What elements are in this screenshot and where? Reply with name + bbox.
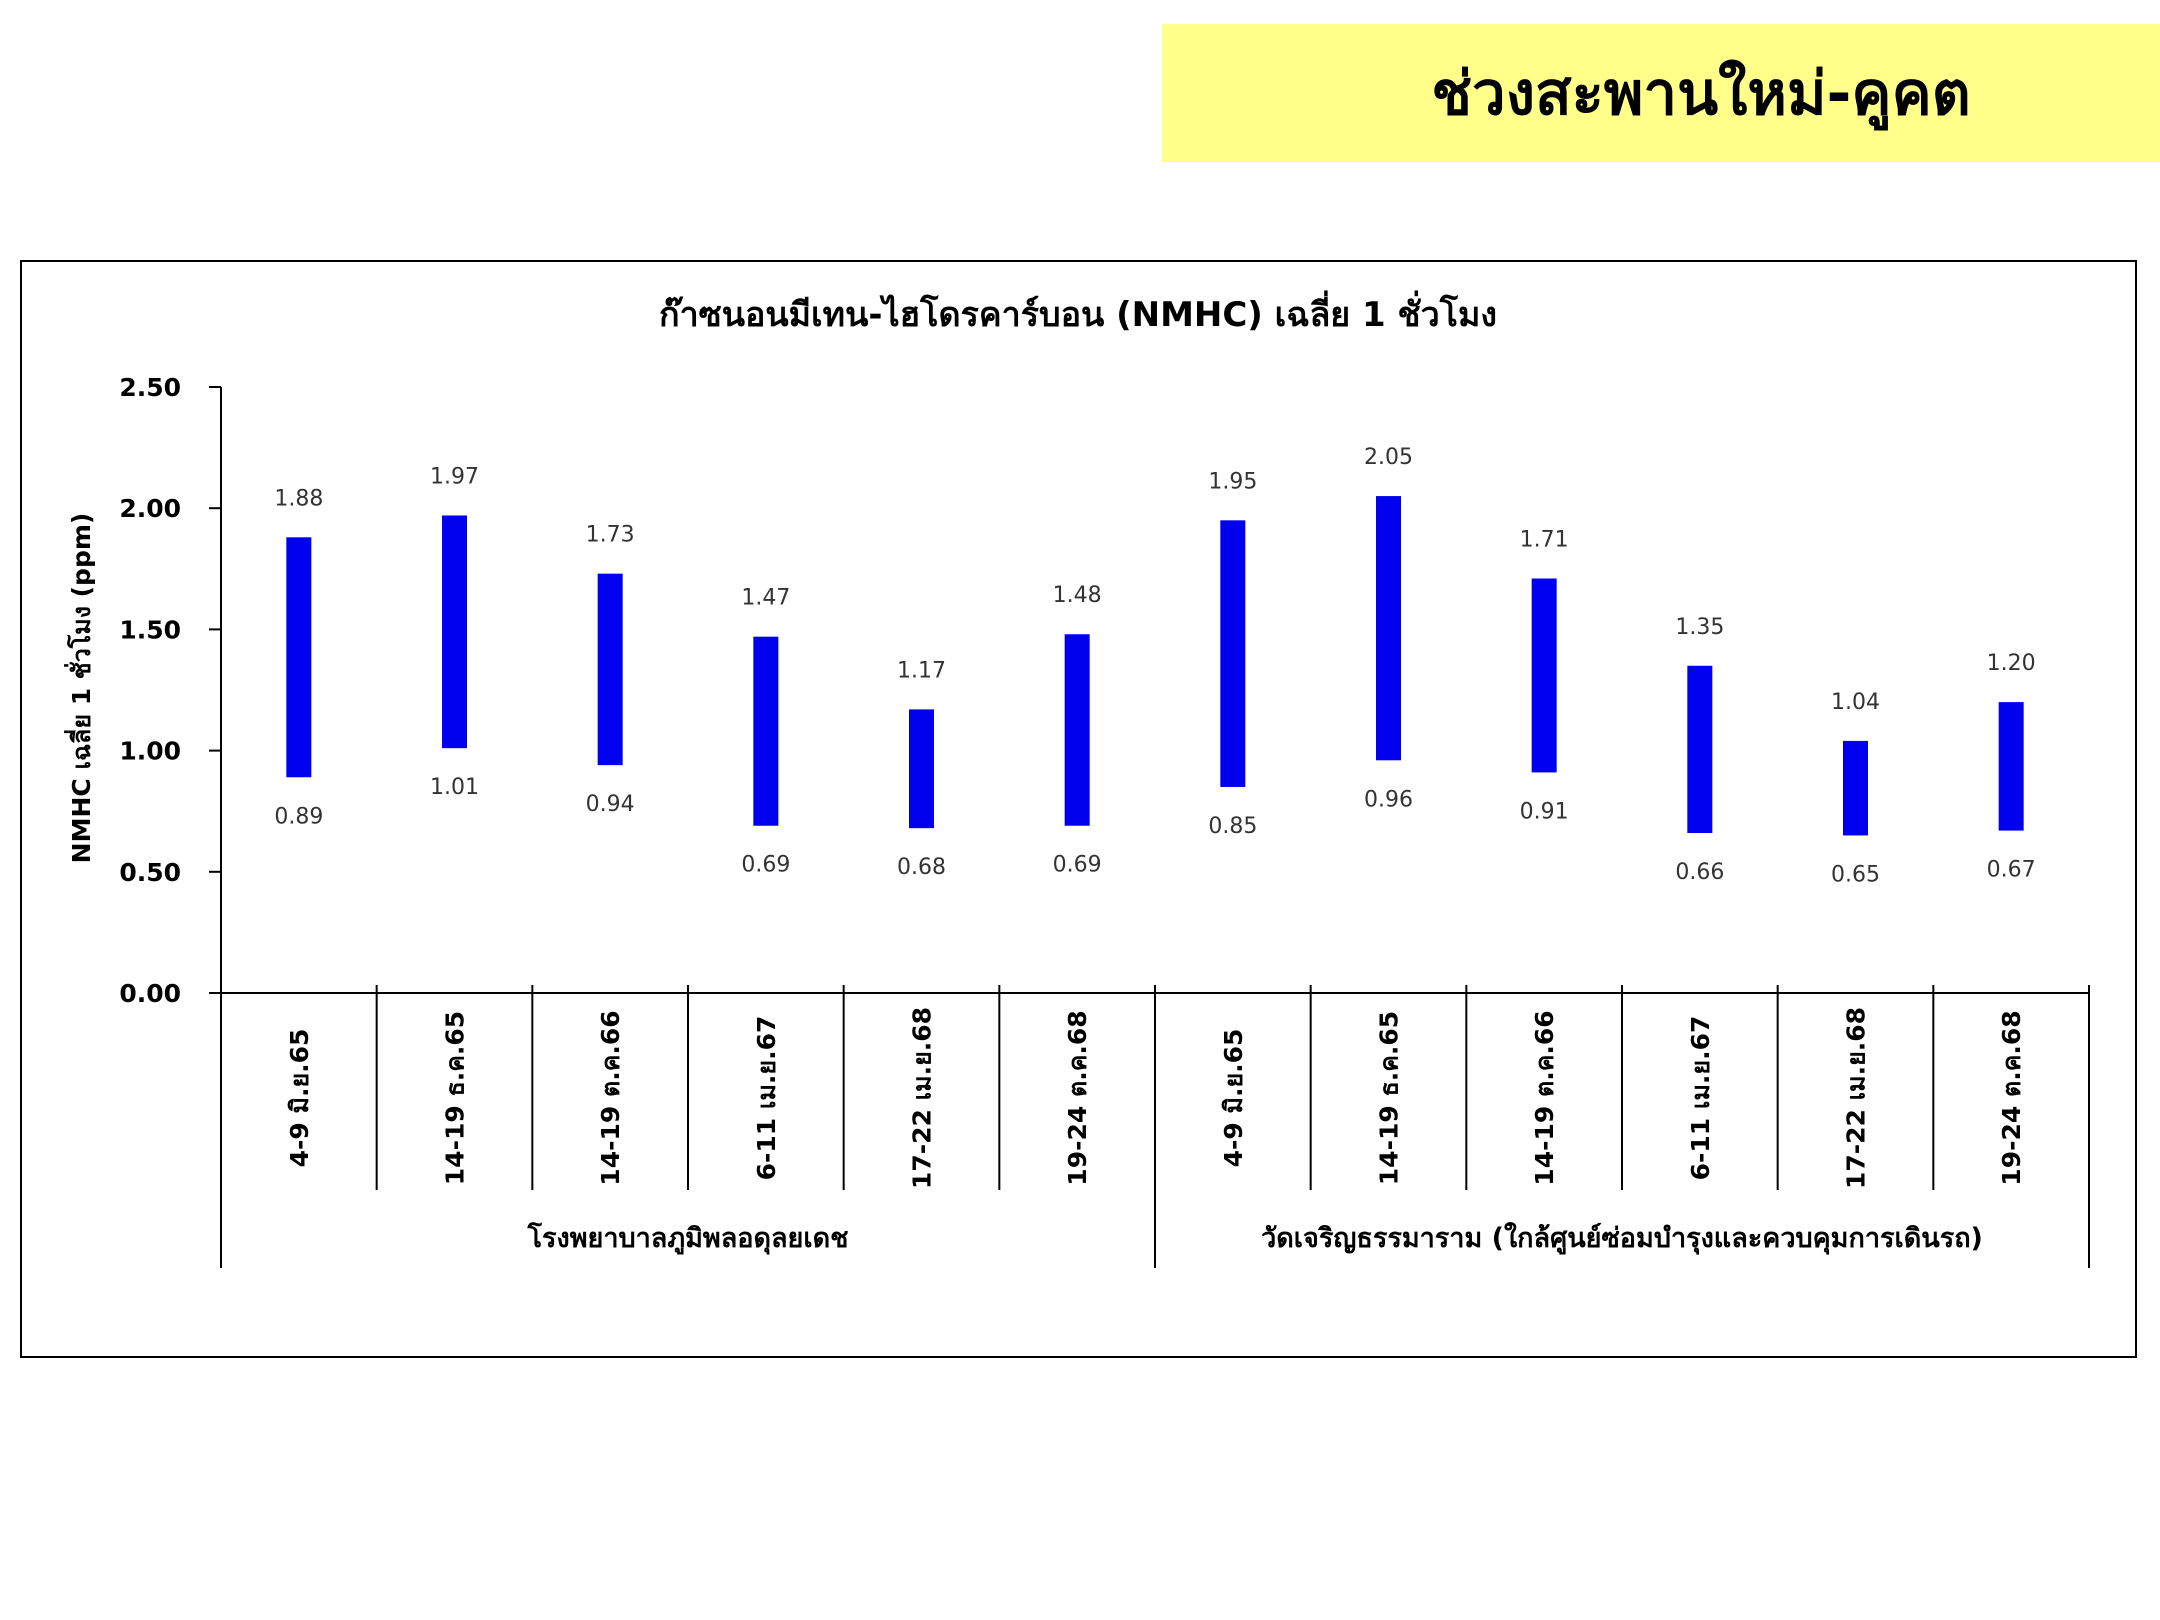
max-data-label: 1.48 [1053,583,1102,608]
min-data-label: 0.69 [1053,853,1102,878]
category-label: 14-19 ธ.ค.65 [441,1011,470,1185]
chart-frame [20,260,2137,1358]
max-data-label: 1.97 [430,464,479,489]
bars [286,496,2024,836]
min-data-label: 0.96 [1364,787,1413,812]
category-label: 19-24 ต.ค.68 [1997,1010,2026,1185]
range-bar [597,573,623,766]
min-data-label: 0.91 [1520,799,1569,824]
max-data-label: 1.71 [1520,527,1569,552]
min-data-label: 0.69 [741,853,790,878]
range-bar [1064,634,1090,826]
max-data-label: 1.95 [1208,469,1257,494]
range-bar [1998,702,2024,831]
category-label: 19-24 ต.ค.68 [1063,1010,1092,1185]
min-data-label: 0.67 [1987,858,2036,883]
range-bar [1531,578,1557,773]
max-data-label: 1.73 [586,523,635,548]
range-bar [286,537,312,778]
category-label: 6-11 เม.ย.67 [752,1016,781,1181]
max-data-label: 2.05 [1364,445,1413,470]
max-data-label: 1.35 [1675,615,1724,640]
category-label: 4-9 มิ.ย.65 [1219,1029,1248,1168]
y-tick-label: 0.00 [119,979,181,1008]
y-tick-label: 2.00 [119,494,181,523]
y-tick-label: 0.50 [119,858,181,887]
banner-title: ช่วงสะพานใหม่-คูคต [1431,58,1971,129]
min-data-label: 1.01 [430,775,479,800]
category-label: 4-9 มิ.ย.65 [285,1029,314,1168]
title-banner: ช่วงสะพานใหม่-คูคต [1162,24,2160,162]
y-tick-label: 1.50 [119,615,181,644]
max-data-label: 1.47 [741,586,790,611]
range-bar [1687,665,1713,834]
y-tick-label: 1.00 [119,737,181,766]
category-label: 6-11 เม.ย.67 [1686,1016,1715,1181]
range-bar [1376,496,1401,761]
category-label: 14-19 ต.ค.66 [596,1010,625,1185]
min-data-label: 0.66 [1675,860,1724,885]
group-label: วัดเจริญธรรมาราม (ใกล้ศูนย์ซ่อมบำรุงและค… [1261,1222,1983,1255]
min-data-label: 0.89 [274,804,323,829]
group-label: โรงพยาบาลภูมิพลอดุลยเดช [527,1221,849,1255]
min-data-label: 0.94 [586,792,635,817]
chart-title: ก๊าซนอนมีเทน-ไฮโดรคาร์บอน (NMHC) เฉลี่ย … [659,290,1497,335]
category-label: 14-19 ธ.ค.65 [1375,1011,1404,1185]
axes: 0.00 0.50 1.00 1.50 2.00 2.50 [119,373,2089,1008]
range-bar [909,709,934,829]
range-bar [753,636,779,826]
category-label: 14-19 ต.ค.66 [1530,1010,1559,1185]
range-bar [1220,520,1246,787]
max-data-label: 1.20 [1987,651,2036,676]
max-data-label: 1.17 [897,658,946,683]
y-axis-title: NMHC เฉลี่ย 1 ชั่วโมง (ppm) [64,513,96,864]
category-label: 17-22 เม.ย.68 [908,1007,937,1189]
min-data-label: 0.68 [897,855,946,880]
range-bar [442,515,467,749]
max-data-label: 1.04 [1831,690,1880,715]
max-data-label: 1.88 [274,486,323,511]
range-bar [1843,740,1868,836]
data-labels: 1.88 0.89 1.97 1.01 1.73 0.94 1.47 0.69 1.17 0.68… [274,445,2035,887]
y-tick-label: 2.50 [119,373,181,402]
min-data-label: 0.85 [1208,814,1257,839]
category-label: 17-22 เม.ย.68 [1842,1007,1871,1189]
category-axis: 4-9 มิ.ย.65 14-19 ธ.ค.65 14-19 ต.ค.66 6-11 … [220,985,2090,1268]
min-data-label: 0.65 [1831,862,1880,887]
